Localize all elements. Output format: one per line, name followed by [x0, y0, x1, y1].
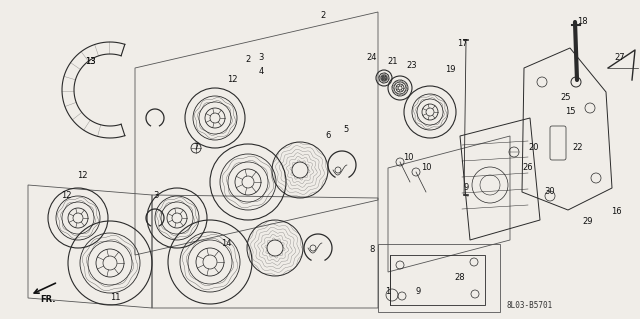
- Text: 21: 21: [388, 57, 398, 66]
- Text: 18: 18: [577, 18, 588, 26]
- Text: 13: 13: [84, 57, 95, 66]
- Text: 8: 8: [369, 246, 374, 255]
- Text: 29: 29: [583, 218, 593, 226]
- Text: 7: 7: [193, 144, 198, 152]
- Text: 15: 15: [564, 108, 575, 116]
- Text: 2: 2: [245, 56, 251, 64]
- Text: 3: 3: [259, 54, 264, 63]
- Text: 1: 1: [385, 287, 390, 296]
- Text: 27: 27: [614, 54, 625, 63]
- Text: 14: 14: [221, 239, 231, 248]
- Text: 16: 16: [611, 207, 621, 217]
- Text: 12: 12: [61, 191, 71, 201]
- Text: 3: 3: [154, 191, 159, 201]
- Text: 28: 28: [454, 273, 465, 283]
- Text: 5: 5: [344, 125, 349, 135]
- Text: 6: 6: [325, 131, 331, 140]
- Text: 26: 26: [523, 164, 533, 173]
- Text: 9: 9: [415, 287, 420, 296]
- Text: 30: 30: [545, 188, 556, 197]
- Text: 22: 22: [573, 144, 583, 152]
- Text: 12: 12: [227, 76, 237, 85]
- Text: 12: 12: [77, 172, 87, 181]
- Text: 8L03-B5701: 8L03-B5701: [507, 301, 553, 310]
- Text: 10: 10: [420, 164, 431, 173]
- Text: 2: 2: [321, 11, 326, 19]
- Text: 23: 23: [406, 62, 417, 70]
- Text: 24: 24: [367, 54, 377, 63]
- Text: 11: 11: [109, 293, 120, 302]
- Text: 19: 19: [445, 65, 455, 75]
- Text: 20: 20: [529, 144, 540, 152]
- Text: 25: 25: [561, 93, 572, 102]
- Text: 10: 10: [403, 153, 413, 162]
- Text: 9: 9: [463, 183, 468, 192]
- Text: 4: 4: [259, 68, 264, 77]
- Text: FR.: FR.: [40, 295, 56, 304]
- Text: 13: 13: [84, 57, 95, 66]
- Text: 17: 17: [457, 40, 467, 48]
